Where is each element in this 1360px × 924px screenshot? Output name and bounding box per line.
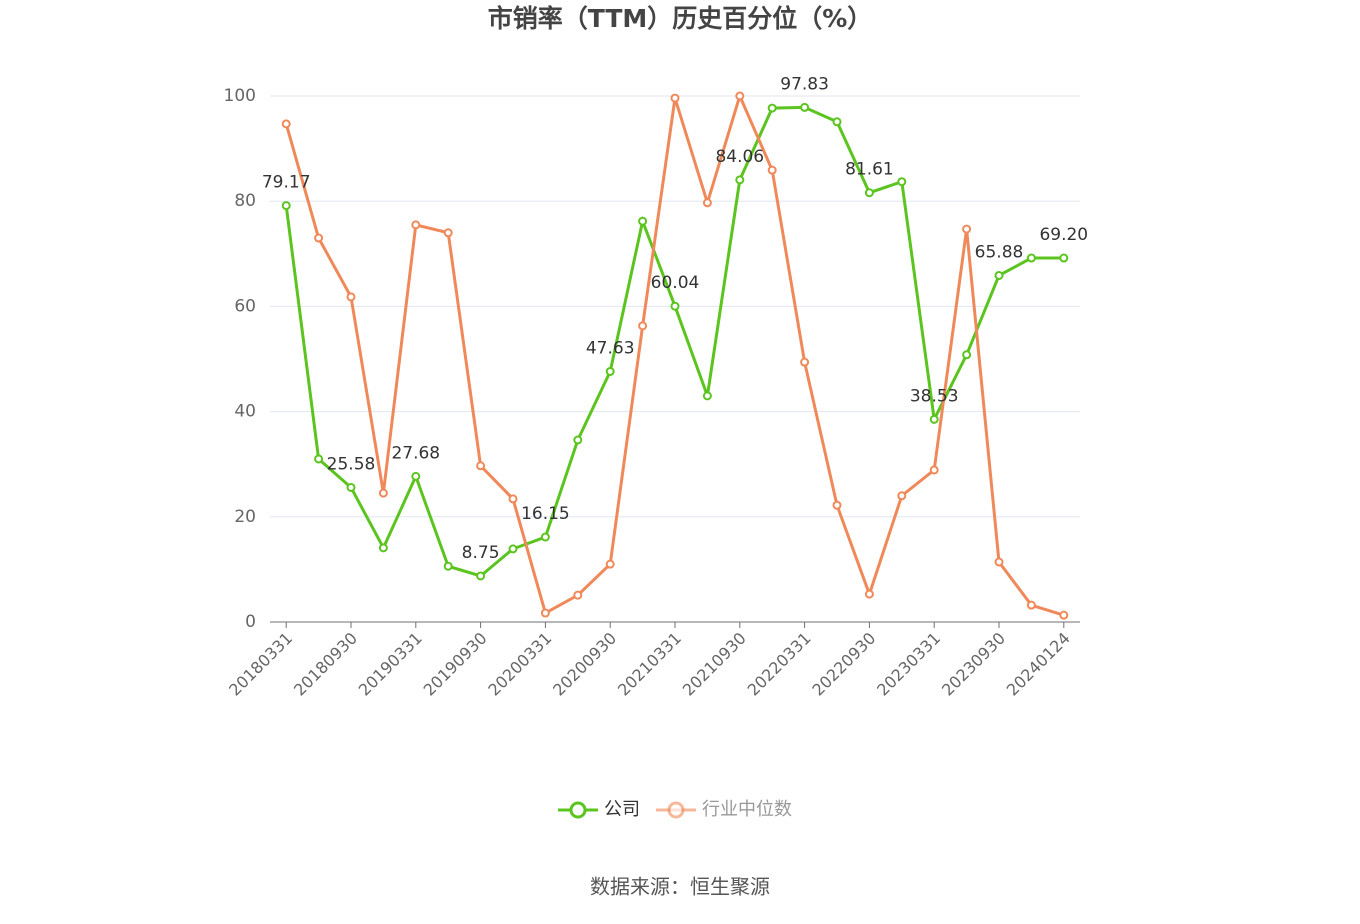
data-point bbox=[670, 93, 680, 103]
x-tick-label: 20230331 bbox=[873, 629, 944, 700]
x-tick-label: 20220331 bbox=[744, 629, 815, 700]
data-point bbox=[864, 188, 874, 198]
series-line bbox=[284, 91, 1065, 617]
data-label: 25.58 bbox=[327, 454, 376, 474]
x-tick-label: 20230930 bbox=[938, 629, 1009, 700]
data-point bbox=[411, 220, 421, 230]
data-point bbox=[314, 454, 324, 464]
data-point bbox=[378, 543, 388, 553]
data-point bbox=[508, 544, 518, 554]
x-tick-label: 20200930 bbox=[549, 629, 620, 700]
data-point bbox=[1059, 253, 1069, 263]
data-point bbox=[1026, 253, 1036, 263]
source-note: 数据来源：恒生聚源 bbox=[590, 875, 770, 899]
data-point bbox=[605, 559, 615, 569]
y-tick-label: 80 bbox=[234, 191, 256, 211]
data-point bbox=[443, 228, 453, 238]
legend-label: 公司 bbox=[604, 799, 640, 820]
data-point bbox=[800, 102, 810, 112]
data-point bbox=[346, 482, 356, 492]
x-tick-label: 20180331 bbox=[225, 629, 296, 700]
data-point bbox=[605, 366, 615, 376]
data-point bbox=[994, 557, 1004, 567]
data-point bbox=[508, 494, 518, 504]
data-point bbox=[670, 301, 680, 311]
data-point bbox=[800, 357, 810, 367]
data-label: 38.53 bbox=[910, 386, 959, 406]
x-tick-label: 20190331 bbox=[355, 629, 426, 700]
x-tick-label: 20240124 bbox=[1003, 629, 1074, 700]
legend-label: 行业中位数 bbox=[702, 799, 792, 820]
data-point bbox=[735, 175, 745, 185]
data-point bbox=[346, 292, 356, 302]
x-tick-label: 20180930 bbox=[290, 629, 361, 700]
data-point bbox=[702, 198, 712, 208]
data-point bbox=[767, 165, 777, 175]
chart-title: 市销率（TTM）历史百分位（%） bbox=[488, 4, 873, 33]
y-tick-label: 60 bbox=[234, 296, 256, 316]
data-point bbox=[832, 117, 842, 127]
data-point bbox=[476, 571, 486, 581]
data-label: 97.83 bbox=[780, 74, 829, 94]
data-point bbox=[735, 91, 745, 101]
data-label: 81.61 bbox=[845, 160, 894, 180]
data-point bbox=[573, 590, 583, 600]
x-tick-label: 20200331 bbox=[484, 629, 555, 700]
x-tick-label: 20220930 bbox=[808, 629, 879, 700]
data-point bbox=[962, 350, 972, 360]
data-point bbox=[540, 608, 550, 618]
data-point bbox=[281, 201, 291, 211]
data-label: 47.63 bbox=[586, 338, 635, 358]
data-point bbox=[476, 461, 486, 471]
data-point bbox=[314, 233, 324, 243]
data-point bbox=[378, 488, 388, 498]
data-label: 79.17 bbox=[262, 173, 311, 193]
y-tick-label: 40 bbox=[234, 402, 256, 422]
data-point bbox=[638, 216, 648, 226]
y-tick-label: 0 bbox=[245, 612, 256, 632]
data-label: 69.20 bbox=[1039, 225, 1088, 245]
data-label: 60.04 bbox=[651, 273, 700, 293]
data-point bbox=[897, 177, 907, 187]
data-point bbox=[443, 561, 453, 571]
x-tick-label: 20210331 bbox=[614, 629, 685, 700]
data-point bbox=[540, 532, 550, 542]
data-label: 8.75 bbox=[462, 543, 500, 563]
data-point bbox=[994, 270, 1004, 280]
data-point bbox=[1059, 610, 1069, 620]
data-point bbox=[767, 103, 777, 113]
data-point bbox=[897, 491, 907, 501]
data-point bbox=[864, 589, 874, 599]
data-point bbox=[411, 471, 421, 481]
data-point bbox=[702, 391, 712, 401]
data-label: 84.06 bbox=[715, 147, 764, 167]
data-point bbox=[832, 500, 842, 510]
y-tick-label: 100 bbox=[224, 86, 256, 106]
data-label: 65.88 bbox=[975, 242, 1024, 262]
legend-marker bbox=[569, 801, 587, 819]
y-tick-label: 20 bbox=[234, 507, 256, 527]
legend-marker bbox=[667, 801, 685, 819]
data-label: 16.15 bbox=[521, 504, 570, 524]
data-label: 27.68 bbox=[391, 443, 440, 463]
data-point bbox=[962, 224, 972, 234]
data-point bbox=[1026, 600, 1036, 610]
x-tick-label: 20210930 bbox=[679, 629, 750, 700]
data-point bbox=[281, 119, 291, 129]
data-point bbox=[929, 414, 939, 424]
data-point bbox=[638, 321, 648, 331]
data-point bbox=[929, 465, 939, 475]
x-tick-label: 20190930 bbox=[420, 629, 491, 700]
data-point bbox=[573, 435, 583, 445]
